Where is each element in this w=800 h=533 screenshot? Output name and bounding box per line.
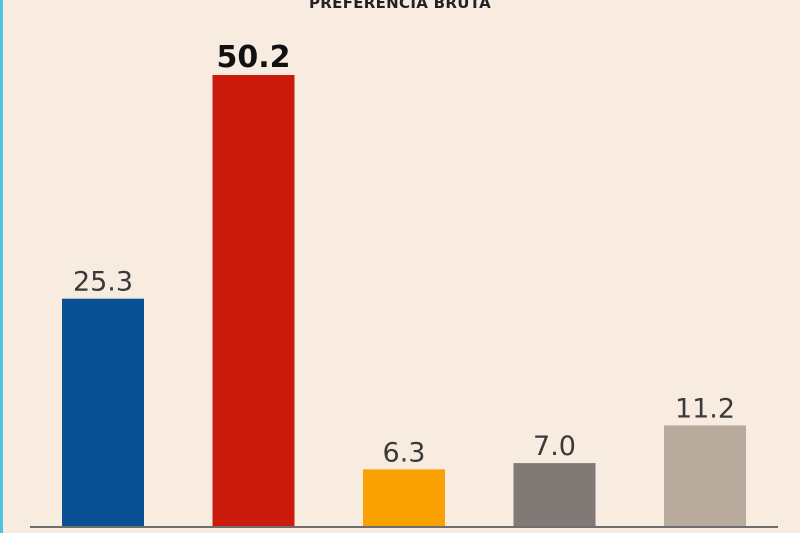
bar-5 xyxy=(664,425,746,526)
bar-4 xyxy=(513,463,596,526)
bar-2 xyxy=(212,75,295,526)
bar-value-label-3: 6.3 xyxy=(383,437,426,468)
bar-value-label-1: 25.3 xyxy=(73,267,133,298)
chart-title: PREFERENCIA BRUTA xyxy=(309,0,491,12)
bar-value-label-5: 11.2 xyxy=(675,393,735,424)
bar-value-label-4: 7.0 xyxy=(533,431,576,462)
bar-1 xyxy=(62,298,144,526)
bar-3 xyxy=(363,469,445,526)
bar-value-label-2: 50.2 xyxy=(216,40,290,75)
left-accent-bar xyxy=(0,0,3,533)
